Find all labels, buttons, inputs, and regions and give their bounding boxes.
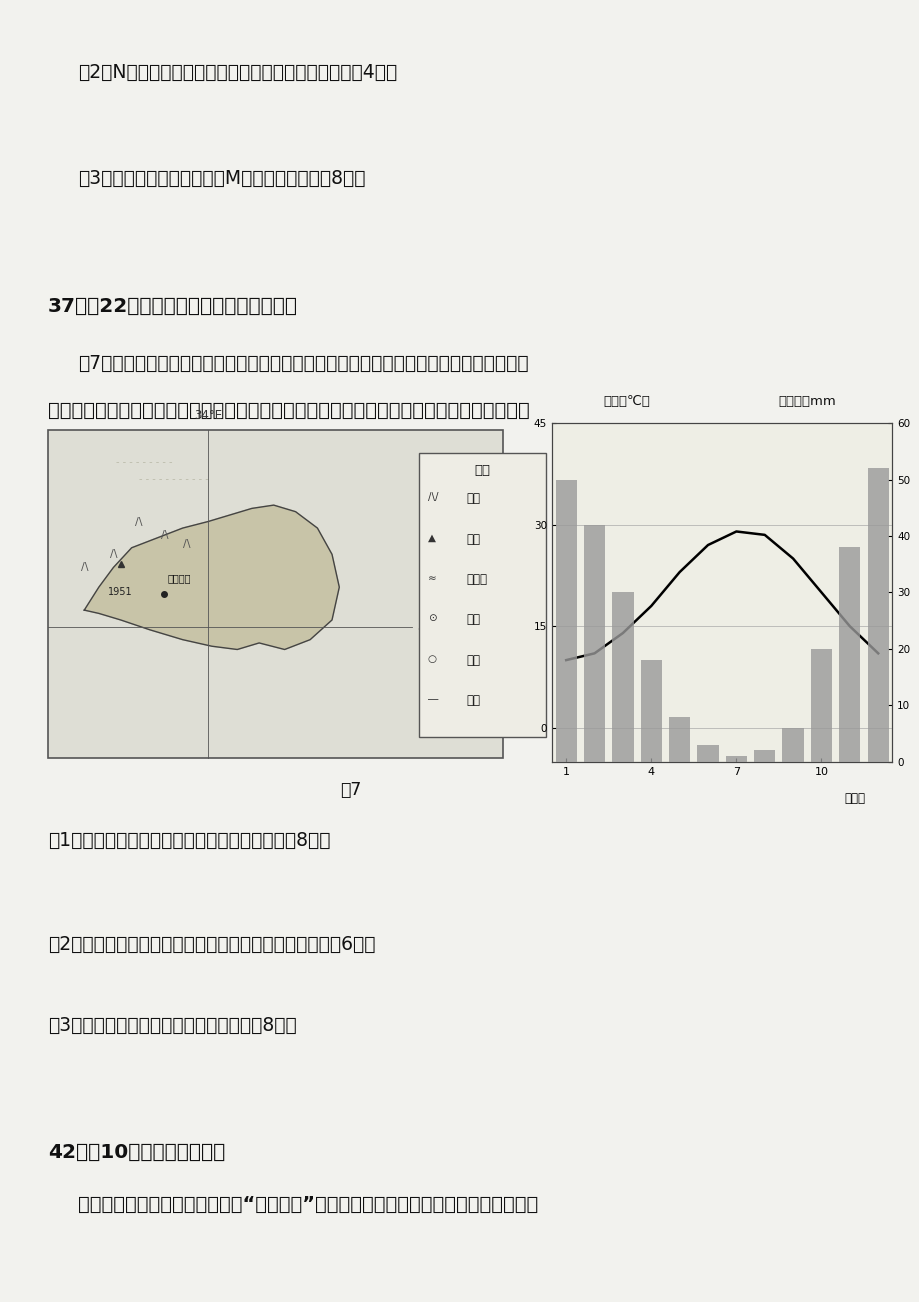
Text: /\: /\ bbox=[135, 517, 142, 526]
Text: ≈: ≈ bbox=[427, 573, 437, 583]
Text: 图例: 图例 bbox=[473, 464, 490, 477]
Bar bbox=[810, 648, 831, 762]
Text: 降水量（mm: 降水量（mm bbox=[777, 395, 835, 408]
Bar bbox=[697, 745, 718, 762]
Text: 山峰: 山峰 bbox=[466, 533, 480, 546]
FancyBboxPatch shape bbox=[418, 453, 545, 737]
Text: 首都: 首都 bbox=[466, 613, 480, 626]
Text: （3）简述京新高速的修建给M地带来的影响。（8分）: （3）简述京新高速的修建给M地带来的影响。（8分） bbox=[78, 169, 366, 189]
Bar bbox=[838, 547, 859, 762]
Text: ▲: ▲ bbox=[427, 533, 436, 543]
Text: （月）: （月） bbox=[844, 792, 864, 805]
Bar bbox=[640, 660, 661, 762]
Text: 34°E: 34°E bbox=[194, 409, 222, 422]
Text: 37．（22分）阅读图文材料，回答问题。: 37．（22分）阅读图文材料，回答问题。 bbox=[48, 297, 298, 316]
Text: - - - - - - - - - - -: - - - - - - - - - - - bbox=[139, 474, 209, 484]
Text: - - - - - - - - -: - - - - - - - - - bbox=[116, 457, 173, 467]
Text: 山地: 山地 bbox=[466, 492, 480, 505]
Text: 图7中左图示意地中海岛国岛塞浦路斯位置与地理要素分布，岛上盛产水果，并大量出口，: 图7中左图示意地中海岛国岛塞浦路斯位置与地理要素分布，岛上盛产水果，并大量出口， bbox=[78, 354, 528, 374]
Text: /\/: /\/ bbox=[427, 492, 437, 503]
Text: 1951: 1951 bbox=[108, 587, 133, 598]
Text: 时令河: 时令河 bbox=[466, 573, 487, 586]
Text: ―: ― bbox=[427, 694, 437, 704]
Bar bbox=[612, 592, 633, 762]
Text: （2）分析该国盛产水果，而粮食不能自给的自然条件。（6分）: （2）分析该国盛产水果，而粮食不能自给的自然条件。（6分） bbox=[48, 935, 375, 954]
Bar bbox=[867, 469, 888, 762]
Text: ○: ○ bbox=[427, 654, 437, 664]
Text: 尼科西亚: 尼科西亚 bbox=[167, 573, 190, 583]
Text: 城市: 城市 bbox=[466, 654, 480, 667]
Text: 粮食不能自给自足，海运业、旅游业、对外贸易为其支柱产业。右图示意塞浦路斯首都尼科西: 粮食不能自给自足，海运业、旅游业、对外贸易为其支柱产业。右图示意塞浦路斯首都尼科… bbox=[48, 401, 529, 421]
Text: （2）N地有大片的胡杨林，概述胡杨林生长的习性。（4分）: （2）N地有大片的胡杨林，概述胡杨林生长的习性。（4分） bbox=[78, 62, 397, 82]
Text: 随着中国高铁网络的日益完善，“高铁旅游”作为一种新兴的休闲娱乐方式走入寻常百姓: 随着中国高铁网络的日益完善，“高铁旅游”作为一种新兴的休闲娱乐方式走入寻常百姓 bbox=[78, 1195, 538, 1215]
Text: /\: /\ bbox=[161, 530, 168, 539]
Bar bbox=[782, 728, 803, 762]
Text: 公路: 公路 bbox=[466, 694, 480, 707]
Bar bbox=[555, 479, 576, 762]
Polygon shape bbox=[85, 505, 339, 650]
Text: （1）说出该岛河流的主要特征，并分析原因。（8分）: （1）说出该岛河流的主要特征，并分析原因。（8分） bbox=[48, 831, 330, 850]
Text: /\: /\ bbox=[81, 562, 88, 573]
Text: ⊙: ⊙ bbox=[427, 613, 437, 624]
FancyBboxPatch shape bbox=[48, 430, 503, 758]
Text: /\: /\ bbox=[182, 539, 190, 549]
Bar bbox=[668, 716, 689, 762]
Text: 35°N: 35°N bbox=[416, 620, 446, 633]
Text: 气温（℃）: 气温（℃） bbox=[603, 395, 650, 408]
Text: （3）简述该国海运业发达的主要原因。（8分）: （3）简述该国海运业发达的主要原因。（8分） bbox=[48, 1016, 296, 1035]
Text: 42．（10分）《旅游地理》: 42．（10分）《旅游地理》 bbox=[48, 1143, 225, 1163]
Bar bbox=[754, 750, 775, 762]
Bar bbox=[725, 756, 746, 762]
Text: /\: /\ bbox=[109, 549, 117, 560]
Text: 图7: 图7 bbox=[340, 781, 361, 799]
Bar bbox=[584, 525, 605, 762]
